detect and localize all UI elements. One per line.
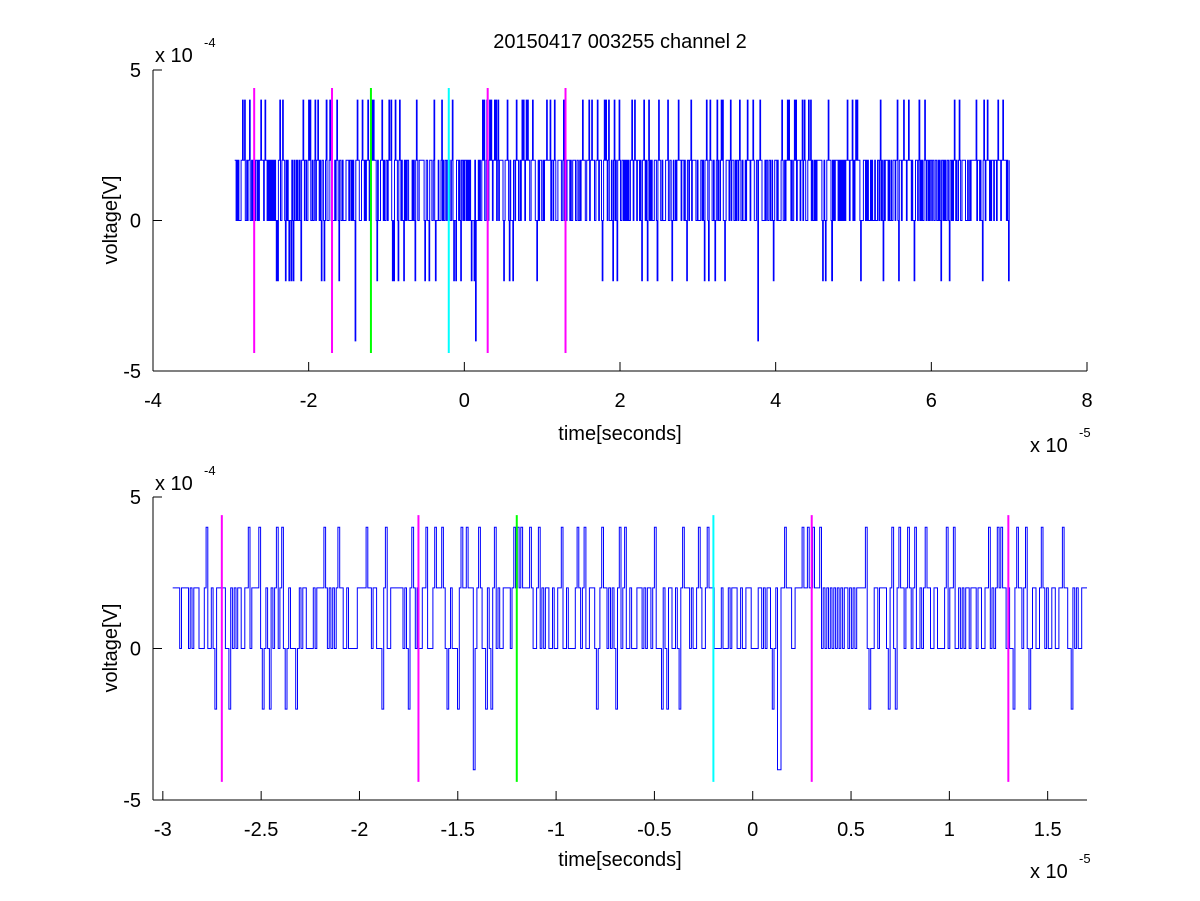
x-tick-label: -1.5 <box>441 819 475 841</box>
top-x-exponent: x 10 -5 <box>1030 425 1091 457</box>
figure-title: 20150417 003255 channel 2 <box>493 31 747 53</box>
top-signal-series <box>234 99 1010 342</box>
top-y-exponent-power: -4 <box>204 35 216 50</box>
y-tick-label: 5 <box>130 60 141 82</box>
x-tick-label: 0.5 <box>837 819 865 841</box>
x-tick-label: -1 <box>547 819 565 841</box>
x-tick-label: 4 <box>770 390 781 412</box>
y-tick-label: 5 <box>130 487 141 509</box>
top-x-exponent-power: -5 <box>1079 425 1091 440</box>
x-tick-label: 0 <box>747 819 758 841</box>
x-tick-label: 6 <box>926 390 937 412</box>
top-xlabel: time[seconds] <box>558 423 681 445</box>
top-event-markers <box>253 88 567 353</box>
y-tick-label: -5 <box>123 790 141 812</box>
bottom-y-exponent-base: x 10 <box>155 473 193 495</box>
bottom-ticks: -3 -2.5 -2 -1.5 -1 -0.5 0 0.5 1 1.5 -5 0 5 <box>123 487 1061 841</box>
y-tick-label: -5 <box>123 361 141 383</box>
x-tick-label: 0 <box>459 390 470 412</box>
x-tick-label: -0.5 <box>637 819 671 841</box>
bottom-x-exponent: x 10 -5 <box>1030 851 1091 883</box>
x-tick-label: -3 <box>154 819 172 841</box>
top-x-exponent-base: x 10 <box>1030 435 1068 457</box>
signal-line <box>172 526 1087 771</box>
bottom-axes: -3 -2.5 -2 -1.5 -1 -0.5 0 0.5 1 1.5 -5 0 5 time[seco… <box>100 463 1091 883</box>
top-axes: -4 -2 0 2 4 6 8 -5 0 5 time[seconds] voltage[V] x… <box>100 35 1093 457</box>
y-tick-label: 0 <box>130 211 141 233</box>
y-tick-label: 0 <box>130 639 141 661</box>
x-tick-label: 1.5 <box>1034 819 1062 841</box>
x-tick-label: 2 <box>614 390 625 412</box>
x-tick-label: -2 <box>300 390 318 412</box>
bottom-x-exponent-power: -5 <box>1079 851 1091 866</box>
bottom-xlabel: time[seconds] <box>558 849 681 871</box>
x-tick-label: 1 <box>944 819 955 841</box>
bottom-y-exponent-power: -4 <box>204 463 216 478</box>
x-tick-label: -2.5 <box>244 819 278 841</box>
bottom-y-exponent: x 10 -4 <box>155 463 216 495</box>
x-tick-label: -4 <box>144 390 162 412</box>
bottom-ylabel: voltage[V] <box>100 604 122 693</box>
signal-line <box>234 99 1010 342</box>
bottom-signal-series <box>172 526 1087 771</box>
x-tick-label: 8 <box>1081 390 1092 412</box>
top-ticks: -4 -2 0 2 4 6 8 -5 0 5 <box>123 60 1092 412</box>
top-y-exponent-base: x 10 <box>155 45 193 67</box>
bottom-x-exponent-base: x 10 <box>1030 861 1068 883</box>
top-ylabel: voltage[V] <box>100 176 122 265</box>
top-y-exponent: x 10 -4 <box>155 35 216 67</box>
x-tick-label: -2 <box>351 819 369 841</box>
bottom-event-markers <box>220 515 1010 782</box>
